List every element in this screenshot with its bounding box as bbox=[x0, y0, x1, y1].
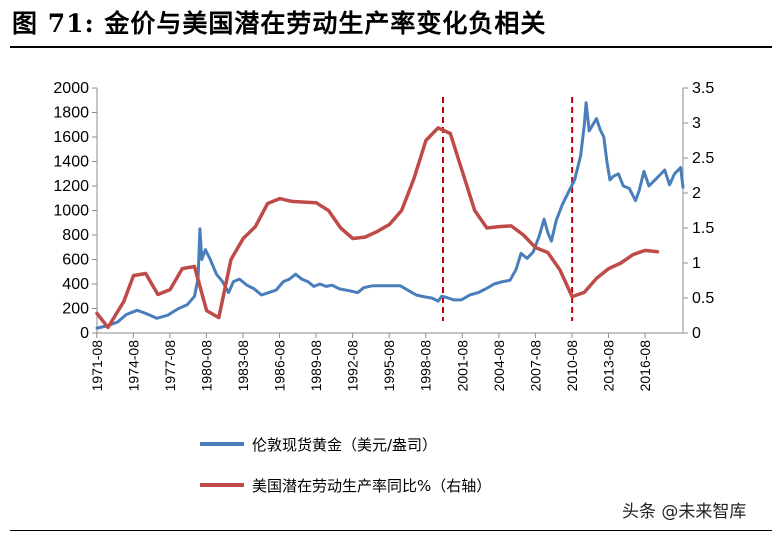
y-left-tick-label: 2000 bbox=[53, 80, 89, 97]
chart-axes: 0 200 400 600 800 1000 1200 1400 1600 1800 2000 0 0.… bbox=[53, 80, 714, 391]
legend-label-gold: 伦敦现货黄金（美元/盎司） bbox=[252, 435, 438, 454]
legend-label-productivity: 美国潜在劳动生产率同比%（右轴） bbox=[252, 476, 492, 495]
y-left-tick-label: 800 bbox=[62, 227, 89, 244]
y-left-tick-label: 1000 bbox=[53, 203, 89, 220]
x-tick-label: 2004-08 bbox=[491, 340, 507, 392]
bottom-rule bbox=[10, 530, 772, 531]
legend-swatch-gold bbox=[200, 442, 244, 446]
x-tick-label: 1977-08 bbox=[162, 340, 178, 392]
x-tick-label: 2013-08 bbox=[600, 340, 616, 392]
x-tick-label: 1998-08 bbox=[418, 340, 434, 392]
y-right-tick-label: 2 bbox=[692, 185, 701, 202]
y-right-tick-label: 0 bbox=[692, 325, 701, 342]
y-right-tick-label: 3 bbox=[692, 115, 701, 132]
x-tick-label: 2007-08 bbox=[527, 340, 543, 392]
y-right-tick-label: 3.5 bbox=[692, 80, 714, 97]
figure-title: 图 71: 金价与美国潜在劳动生产率变化负相关 bbox=[12, 9, 547, 38]
x-tick-label: 2016-08 bbox=[637, 340, 653, 392]
x-tick-label: 2001-08 bbox=[454, 340, 470, 392]
x-tick-label: 1989-08 bbox=[308, 340, 324, 392]
legend-swatch-productivity bbox=[200, 483, 244, 487]
top-rule bbox=[10, 46, 772, 48]
series-line-productivity bbox=[95, 126, 660, 330]
y-left-tick-label: 1400 bbox=[53, 154, 89, 171]
watermark: 头条 @未来智库 bbox=[622, 502, 747, 522]
y-right-tick-label: 1 bbox=[692, 255, 701, 272]
series-line-gold bbox=[95, 101, 685, 330]
y-left-tick-label: 400 bbox=[62, 276, 89, 293]
y-left-tick-label: 1600 bbox=[53, 129, 89, 146]
y-right-tick-label: 2.5 bbox=[692, 150, 714, 167]
y-left-tick-label: 0 bbox=[80, 325, 89, 342]
x-tick-label: 1995-08 bbox=[381, 340, 397, 392]
x-tick-label: 1971-08 bbox=[89, 340, 105, 392]
x-tick-label: 1992-08 bbox=[345, 340, 361, 392]
x-tick-label: 2010-08 bbox=[564, 340, 580, 392]
y-left-tick-label: 600 bbox=[62, 252, 89, 269]
chart-series bbox=[95, 101, 685, 330]
x-tick-label: 1974-08 bbox=[125, 340, 141, 392]
reference-lines bbox=[441, 97, 574, 321]
y-left-tick-label: 1200 bbox=[53, 178, 89, 195]
x-tick-label: 1983-08 bbox=[235, 340, 251, 392]
legend-item-gold: 伦敦现货黄金（美元/盎司） bbox=[200, 433, 437, 455]
y-right-tick-label: 1.5 bbox=[692, 220, 714, 237]
y-left-tick-label: 1800 bbox=[53, 105, 89, 122]
legend-item-productivity: 美国潜在劳动生产率同比%（右轴） bbox=[200, 474, 491, 496]
y-left-tick-label: 200 bbox=[62, 301, 89, 318]
x-tick-label: 1986-08 bbox=[272, 340, 288, 392]
y-right-tick-label: 0.5 bbox=[692, 290, 714, 307]
x-tick-label: 1980-08 bbox=[198, 340, 214, 392]
